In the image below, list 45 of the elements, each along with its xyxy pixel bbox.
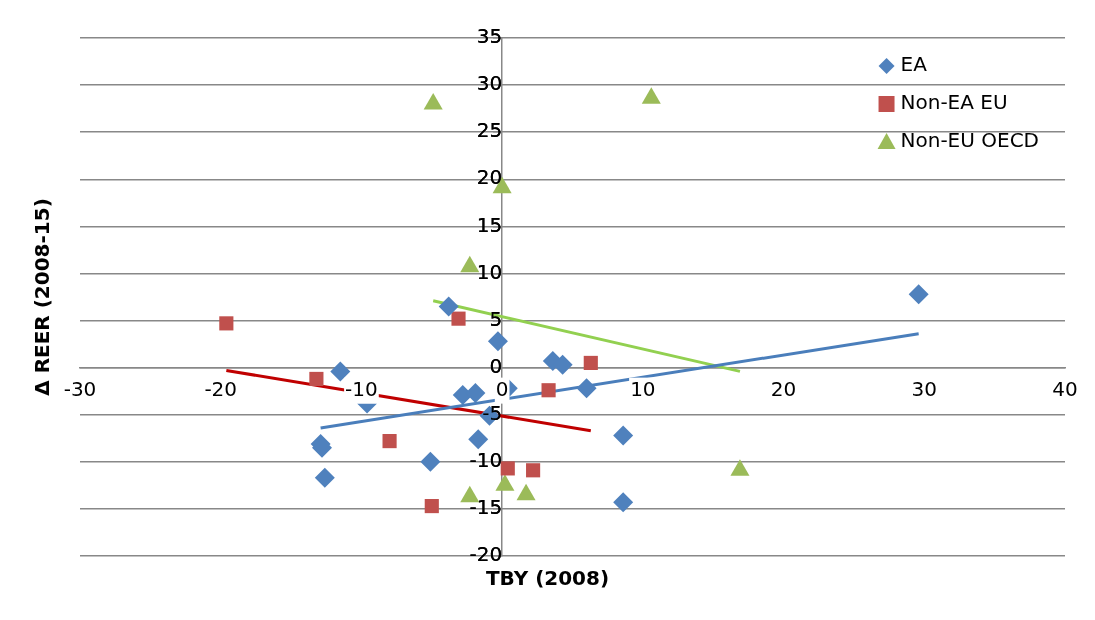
y-tick-label: 25 (476, 118, 503, 143)
point (330, 361, 351, 382)
x-tick-label: 10 (630, 376, 656, 401)
y-axis-title: Δ REER (2008-15) (30, 198, 54, 396)
y-tick-label: 15 (476, 212, 503, 237)
point (641, 87, 661, 104)
y-tick-label: 30 (476, 71, 503, 96)
legend-label: Non-EU OECD (900, 128, 1039, 153)
y-tick-label: -15 (469, 495, 503, 520)
point (487, 331, 508, 352)
y-tick-label: 0 (489, 353, 503, 378)
point (309, 371, 324, 387)
x-axis-title: TBY (2008) (484, 566, 611, 590)
point (460, 255, 480, 273)
legend-label: EA (900, 52, 928, 77)
point (219, 316, 234, 331)
point (423, 92, 443, 110)
y-tick-label: -20 (469, 542, 503, 567)
y-tick-label: 10 (476, 259, 503, 284)
point (541, 383, 556, 398)
point (382, 434, 397, 449)
point (420, 451, 441, 472)
point (451, 311, 466, 326)
point (526, 463, 541, 478)
point (500, 461, 515, 476)
legend-label: Non-EA EU (900, 90, 1008, 115)
y-tick-label: 20 (476, 165, 503, 190)
point (583, 355, 598, 370)
point (438, 296, 459, 317)
point (468, 429, 489, 450)
y-tick-label: 35 (476, 24, 503, 49)
x-tick-label: 40 (1052, 376, 1078, 401)
y-tick-label: -10 (469, 448, 503, 473)
point (908, 284, 929, 305)
point (314, 467, 335, 488)
point (613, 492, 634, 513)
x-tick-label: -30 (63, 376, 97, 401)
x-tick-label: 30 (911, 376, 938, 401)
point (424, 499, 439, 514)
point (576, 378, 597, 399)
point (613, 425, 634, 446)
x-tick-label: -10 (345, 376, 378, 401)
point (465, 383, 486, 404)
x-tick-label: -20 (204, 376, 238, 401)
x-tick-label: 20 (770, 376, 797, 401)
